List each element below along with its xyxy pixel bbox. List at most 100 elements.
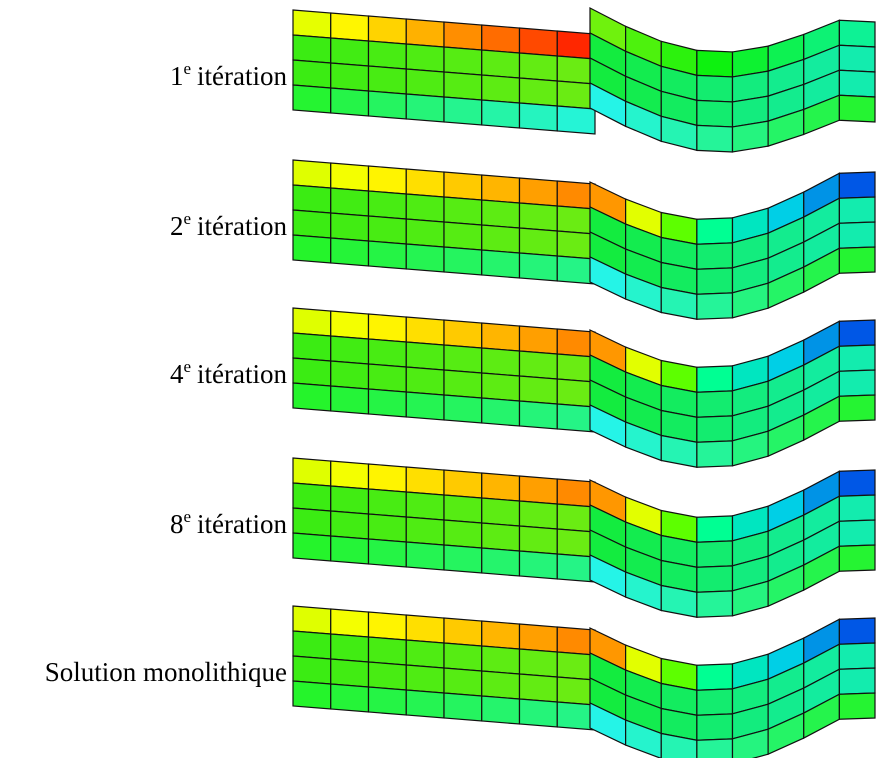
mesh-cell [731, 120, 769, 153]
mesh-cell [367, 90, 407, 120]
mesh-cell [367, 40, 407, 70]
mesh-cell [838, 494, 876, 522]
mesh-cell [405, 18, 445, 48]
mesh-cell [696, 738, 734, 758]
mesh-cell [292, 209, 332, 239]
mesh-cell [696, 242, 734, 270]
mesh-cell [838, 69, 876, 98]
mesh-cell [405, 614, 445, 644]
mesh-cell [481, 497, 521, 527]
mesh-cell [481, 472, 521, 502]
mesh-cell [838, 44, 876, 73]
mesh-cell [292, 680, 332, 710]
mesh-cell [405, 639, 445, 669]
mesh-cell [405, 43, 445, 73]
mesh-cell [556, 651, 596, 681]
mesh-cell [367, 15, 407, 45]
mesh-cell [367, 538, 407, 568]
mesh-cell [367, 215, 407, 245]
mesh-cell [405, 316, 445, 346]
mesh-cell [292, 84, 332, 114]
mesh-cell [443, 519, 483, 549]
mesh-cell [518, 77, 558, 107]
mesh-cell [330, 658, 370, 688]
mesh-cell [330, 385, 370, 415]
mesh-cell [660, 732, 698, 758]
mesh-cell [838, 642, 876, 670]
mesh-cell [405, 516, 445, 546]
mesh-cell [443, 196, 483, 226]
mesh-cell [443, 394, 483, 424]
mesh-cell [481, 695, 521, 725]
label-text: itération [197, 61, 287, 91]
mesh-cell [405, 366, 445, 396]
mesh [292, 159, 876, 320]
mesh-cell [330, 335, 370, 365]
mesh-cell [518, 525, 558, 555]
mesh-cell [367, 65, 407, 95]
mesh-cell [556, 528, 596, 558]
mesh-cell [367, 463, 407, 493]
mesh-cell [292, 34, 332, 64]
mesh-cell [481, 347, 521, 377]
mesh-cell [518, 623, 558, 653]
label-number: 2 [170, 211, 184, 241]
label-text: itération [197, 359, 287, 389]
row-label: 8e itération [170, 507, 288, 539]
mesh-cell [481, 620, 521, 650]
mesh-cell [443, 369, 483, 399]
mesh-cell [405, 168, 445, 198]
mesh-cell [443, 642, 483, 672]
mesh-cell [443, 667, 483, 697]
mesh-cell [292, 655, 332, 685]
mesh-cell [405, 243, 445, 273]
mesh-cell [292, 159, 332, 189]
mesh-cell [405, 491, 445, 521]
mesh-cell [481, 199, 521, 229]
mesh-cell [330, 162, 370, 192]
mesh-cell [367, 686, 407, 716]
mesh-cell [556, 626, 596, 656]
mesh-cell [838, 221, 876, 249]
label-text: itération [197, 211, 287, 241]
mesh-cell [556, 328, 596, 358]
mesh-cell [443, 494, 483, 524]
mesh-cell [405, 664, 445, 694]
mesh-cell [696, 540, 734, 568]
mesh-cell [443, 544, 483, 574]
mesh-cell [292, 307, 332, 337]
mesh-cell [518, 350, 558, 380]
mesh-cell [481, 49, 521, 79]
mesh-cell [556, 353, 596, 383]
mesh-cell [330, 485, 370, 515]
mesh-cell [518, 698, 558, 728]
mesh-cell [481, 522, 521, 552]
row-label: Solution monolithique [45, 657, 287, 687]
mesh-cell [367, 636, 407, 666]
mesh-cell [838, 544, 876, 572]
mesh-cell [518, 252, 558, 282]
mesh-cell [330, 460, 370, 490]
mesh-cell [556, 30, 596, 60]
mesh-cell [481, 174, 521, 204]
label-superscript: e [183, 507, 191, 526]
mesh-cell [330, 608, 370, 638]
mesh-cell [838, 94, 876, 123]
mesh-cell [481, 24, 521, 54]
mesh-cell [518, 475, 558, 505]
mesh-cell [292, 9, 332, 39]
mesh-cell [556, 205, 596, 235]
mesh-cell [696, 515, 734, 543]
mesh-cell [443, 71, 483, 101]
mesh [292, 307, 876, 468]
mesh-cell [696, 217, 734, 245]
label-text: Solution monolithique [45, 657, 287, 687]
label-number: 1 [170, 61, 184, 91]
mesh-cell [481, 99, 521, 129]
mesh-cell [518, 375, 558, 405]
mesh-cell [481, 74, 521, 104]
mesh-cell [405, 218, 445, 248]
mesh-cell [405, 93, 445, 123]
mesh-cell [443, 319, 483, 349]
mesh-cell [696, 124, 734, 153]
